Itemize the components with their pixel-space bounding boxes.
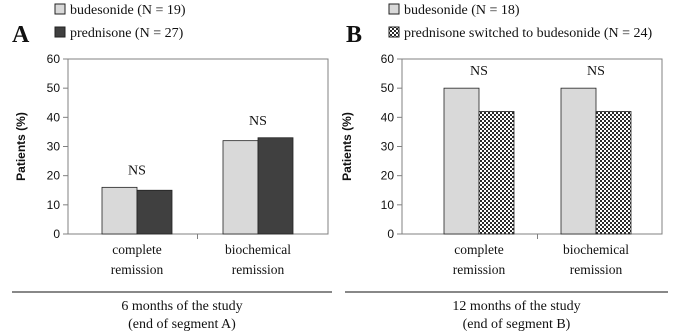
significance-label: NS — [249, 114, 267, 129]
footer-caption: 6 months of the study — [121, 299, 242, 314]
panel-label: A — [12, 22, 30, 48]
significance-label: NS — [587, 64, 605, 79]
bar — [222, 140, 259, 235]
panel-label: B — [346, 22, 362, 48]
y-tick-label: 10 — [381, 198, 395, 212]
y-tick-label: 0 — [53, 227, 60, 241]
footer-caption: 12 months of the study — [452, 299, 580, 314]
category-label: remission — [453, 262, 506, 277]
y-tick-label: 60 — [381, 52, 395, 66]
y-tick-label: 30 — [47, 140, 61, 154]
y-tick-label: 50 — [381, 81, 395, 95]
bar — [560, 87, 597, 235]
y-tick-label: 0 — [387, 227, 394, 241]
y-tick-label: 60 — [47, 52, 61, 66]
footer-caption: (end of segment B) — [463, 317, 571, 332]
bar — [595, 111, 632, 235]
y-tick-label: 50 — [47, 81, 61, 95]
y-tick-label: 10 — [47, 198, 61, 212]
category-label: remission — [111, 262, 164, 277]
category-label: complete — [112, 242, 161, 257]
legend-entry: prednisone (N = 27) — [70, 26, 184, 41]
y-tick-label: 30 — [381, 140, 395, 154]
significance-label: NS — [128, 163, 146, 178]
bar — [478, 111, 515, 235]
y-tick-label: 40 — [47, 110, 61, 124]
bar — [136, 189, 173, 235]
bar — [443, 87, 480, 235]
y-tick-label: 20 — [47, 169, 61, 183]
legend-swatch — [388, 26, 400, 38]
footer-caption: (end of segment A) — [128, 317, 236, 332]
category-label: remission — [570, 262, 623, 277]
y-tick-label: 40 — [381, 110, 395, 124]
category-label: biochemical — [225, 242, 291, 257]
legend-entry: budesonide (N = 18) — [404, 3, 520, 18]
legend-swatch — [54, 26, 66, 38]
y-tick-label: 20 — [381, 169, 395, 183]
legend-swatch — [388, 3, 400, 15]
significance-label: NS — [470, 64, 488, 79]
bar — [257, 137, 294, 235]
y-axis-label: Patients (%) — [14, 112, 28, 181]
y-axis-label: Patients (%) — [340, 112, 354, 181]
legend-entry: prednisone switched to budesonide (N = 2… — [404, 26, 653, 41]
bar — [101, 186, 138, 235]
category-label: remission — [232, 262, 285, 277]
category-label: biochemical — [563, 242, 629, 257]
legend-entry: budesonide (N = 19) — [70, 3, 186, 18]
legend-swatch — [54, 3, 66, 15]
category-label: complete — [454, 242, 503, 257]
